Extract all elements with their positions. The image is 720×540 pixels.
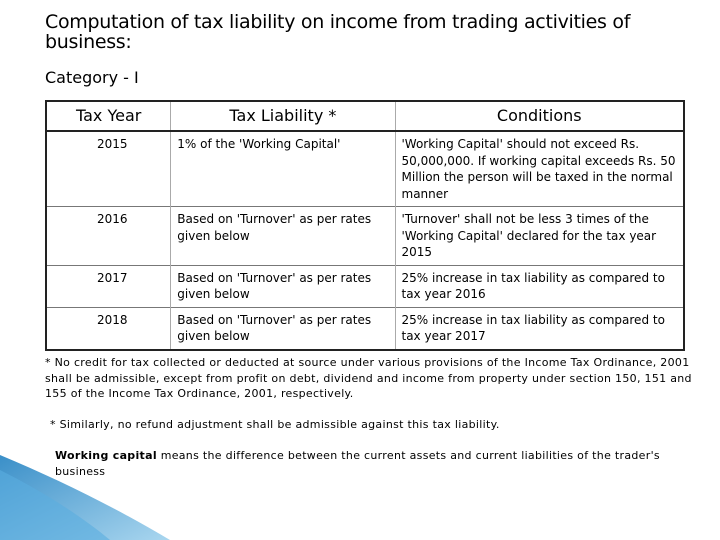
cell: 2015 <box>45 130 171 207</box>
tax-table: Tax Year Tax Liability * Conditions 2015… <box>45 100 685 351</box>
header-cell: Conditions <box>394 101 684 132</box>
cell: 2017 <box>45 264 171 307</box>
cell: 'Working Capital' should not exceed Rs. … <box>394 130 684 207</box>
swoosh <box>0 470 110 540</box>
cell: 'Turnover' shall not be less 3 times of … <box>394 206 684 265</box>
definition-term: Working capital <box>55 449 157 462</box>
cell: 2016 <box>45 206 171 265</box>
cell: Based on 'Turnover' as per rates given b… <box>170 264 395 307</box>
cell: 2018 <box>45 306 171 350</box>
header-cell: Tax Year <box>45 101 171 132</box>
row: 2017 Based on 'Turnover' as per rates gi… <box>45 264 684 307</box>
cell: Based on 'Turnover' as per rates given b… <box>170 206 395 265</box>
header-row: Tax Year Tax Liability * Conditions <box>45 101 684 132</box>
row: 2016 Based on 'Turnover' as per rates gi… <box>45 206 684 265</box>
row: 2015 1% of the 'Working Capital' 'Workin… <box>45 130 684 207</box>
footnote: * No credit for tax collected or deducte… <box>45 356 692 400</box>
footnote: * Similarly, no refund adjustment shall … <box>50 418 500 431</box>
header-cell: Tax Liability * <box>170 101 395 132</box>
title: Computation of tax liability on income f… <box>45 11 631 53</box>
definition: Working capital means the difference bet… <box>55 448 675 479</box>
cell: 25% increase in tax liability as compare… <box>394 264 684 307</box>
cell: 1% of the 'Working Capital' <box>170 130 395 207</box>
cell: Based on 'Turnover' as per rates given b… <box>170 306 395 350</box>
row: 2018 Based on 'Turnover' as per rates gi… <box>45 306 684 350</box>
category: Category - I <box>45 68 139 87</box>
cell: 25% increase in tax liability as compare… <box>394 306 684 350</box>
definition-text: means the difference between the current… <box>55 449 660 478</box>
